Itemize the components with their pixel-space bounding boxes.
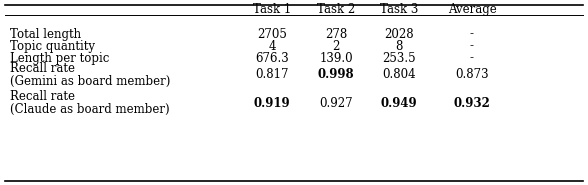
- Text: 2028: 2028: [384, 28, 414, 41]
- Text: 2705: 2705: [257, 28, 287, 41]
- Text: Recall rate: Recall rate: [10, 62, 75, 75]
- Text: Recall rate: Recall rate: [10, 90, 75, 103]
- Text: 2: 2: [332, 40, 340, 53]
- Text: (Gemini as board member): (Gemini as board member): [10, 75, 171, 88]
- Text: (Claude as board member): (Claude as board member): [10, 103, 169, 116]
- Text: 0.817: 0.817: [255, 68, 289, 82]
- Text: 0.873: 0.873: [455, 68, 489, 82]
- Text: 0.932: 0.932: [453, 97, 490, 110]
- Text: 676.3: 676.3: [255, 51, 289, 65]
- Text: Task 3: Task 3: [380, 3, 418, 16]
- Text: Total length: Total length: [10, 28, 81, 41]
- Text: Task 2: Task 2: [317, 3, 355, 16]
- Text: Length per topic: Length per topic: [10, 51, 109, 65]
- Text: 4: 4: [268, 40, 276, 53]
- Text: -: -: [470, 51, 474, 65]
- Text: 0.949: 0.949: [380, 97, 417, 110]
- Text: 139.0: 139.0: [319, 51, 353, 65]
- Text: -: -: [470, 28, 474, 41]
- Text: -: -: [470, 40, 474, 53]
- Text: 278: 278: [325, 28, 347, 41]
- Text: 0.927: 0.927: [319, 97, 353, 110]
- Text: 253.5: 253.5: [382, 51, 416, 65]
- Text: 0.804: 0.804: [382, 68, 416, 82]
- Text: Topic quantity: Topic quantity: [10, 40, 95, 53]
- Text: Average: Average: [447, 3, 496, 16]
- Text: 0.919: 0.919: [253, 97, 290, 110]
- Text: 8: 8: [395, 40, 403, 53]
- Text: 0.998: 0.998: [318, 68, 355, 82]
- Text: Task 1: Task 1: [253, 3, 291, 16]
